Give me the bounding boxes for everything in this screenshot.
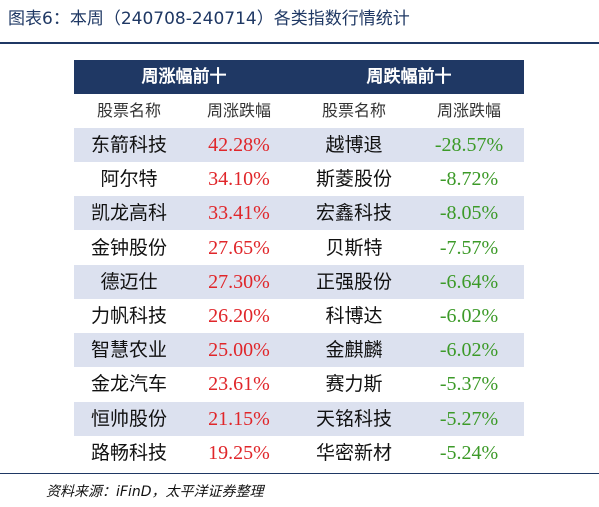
loser-change: -6.02% <box>439 339 499 362</box>
loser-change: -28.57% <box>434 134 504 156</box>
table-row: 智慧农业 25.00% 金麒麟 -6.02% <box>74 333 524 368</box>
weekly-movers-table: 周涨幅前十 周跌幅前十 股票名称 周涨跌幅 股票名称 周涨跌幅 东箭科技 42.2… <box>74 60 524 470</box>
table-row: 德迈仕 27.30% 正强股份 -6.64% <box>74 264 524 299</box>
loser-change: -5.37% <box>439 373 499 396</box>
table-row: 金钟股份 27.65% 贝斯特 -7.57% <box>74 231 524 265</box>
loser-name: 贝斯特 <box>325 236 383 259</box>
table-row: 恒帅股份 21.15% 天铭科技 -5.27% <box>74 401 524 436</box>
gainer-change: 25.00% <box>208 339 270 362</box>
subheader-gainer-change: 周涨跌幅 <box>206 101 271 120</box>
loser-change: -6.64% <box>439 270 499 293</box>
loser-change: -6.02% <box>439 305 499 327</box>
table-header: 周涨幅前十 周跌幅前十 <box>74 60 524 94</box>
source-note: 资料来源：iFinD，太平洋证券整理 <box>46 484 264 500</box>
loser-change: -7.57% <box>439 236 499 259</box>
table-row: 路畅科技 19.25% 华密新材 -5.24% <box>74 436 524 470</box>
loser-name: 正强股份 <box>315 270 392 293</box>
loser-name: 科博达 <box>325 305 383 327</box>
loser-name: 越博退 <box>325 134 383 156</box>
loser-name: 赛力斯 <box>325 373 383 396</box>
subheader-loser-name: 股票名称 <box>321 101 386 120</box>
loser-change: -8.05% <box>439 202 499 225</box>
gainer-name: 东箭科技 <box>90 134 167 156</box>
header-gainers: 周涨幅前十 <box>141 67 227 87</box>
subheader-loser-change: 周涨跌幅 <box>436 101 501 120</box>
gainer-name: 金龙汽车 <box>90 373 167 396</box>
gainer-change: 23.61% <box>208 373 270 396</box>
gainer-change: 27.65% <box>208 236 270 259</box>
table-row: 凯龙高科 33.41% 宏鑫科技 -8.05% <box>74 196 524 231</box>
gainer-name: 金钟股份 <box>90 236 167 259</box>
gainer-name: 力帆科技 <box>90 305 167 327</box>
gainer-change: 21.15% <box>208 407 270 430</box>
loser-change: -8.72% <box>439 168 499 191</box>
subheader-gainer-name: 股票名称 <box>96 101 161 120</box>
loser-name: 金麒麟 <box>325 339 383 362</box>
loser-name: 斯菱股份 <box>315 168 392 191</box>
loser-name: 天铭科技 <box>315 407 392 430</box>
loser-change: -5.24% <box>439 441 499 464</box>
figure-title: 图表6：本周（240708-240714）各类指数行情统计 <box>8 9 410 29</box>
header-losers: 周跌幅前十 <box>366 67 452 87</box>
gainer-name: 恒帅股份 <box>90 407 167 430</box>
table-row: 力帆科技 26.20% 科博达 -6.02% <box>74 299 524 333</box>
table-row: 东箭科技 42.28% 越博退 -28.57% <box>74 128 524 162</box>
gainer-name: 智慧农业 <box>90 339 167 362</box>
loser-change: -5.27% <box>439 407 499 430</box>
gainer-change: 27.30% <box>208 270 270 293</box>
table-subheader: 股票名称 周涨跌幅 股票名称 周涨跌幅 <box>74 94 524 128</box>
gainer-name: 德迈仕 <box>100 270 158 293</box>
gainer-name: 凯龙高科 <box>90 202 167 225</box>
gainer-change: 26.20% <box>208 305 270 327</box>
gainer-change: 34.10% <box>208 168 270 191</box>
gainer-name: 路畅科技 <box>90 441 167 464</box>
table-row: 阿尔特 34.10% 斯菱股份 -8.72% <box>74 162 524 196</box>
loser-name: 华密新材 <box>315 441 392 464</box>
gainer-change: 33.41% <box>208 202 270 225</box>
loser-name: 宏鑫科技 <box>315 202 392 225</box>
title-divider <box>0 42 599 44</box>
gainer-change: 19.25% <box>208 441 270 464</box>
gainer-change: 42.28% <box>208 134 270 156</box>
table-row: 金龙汽车 23.61% 赛力斯 -5.37% <box>74 367 524 401</box>
gainer-name: 阿尔特 <box>100 168 158 191</box>
bottom-divider <box>0 473 599 474</box>
